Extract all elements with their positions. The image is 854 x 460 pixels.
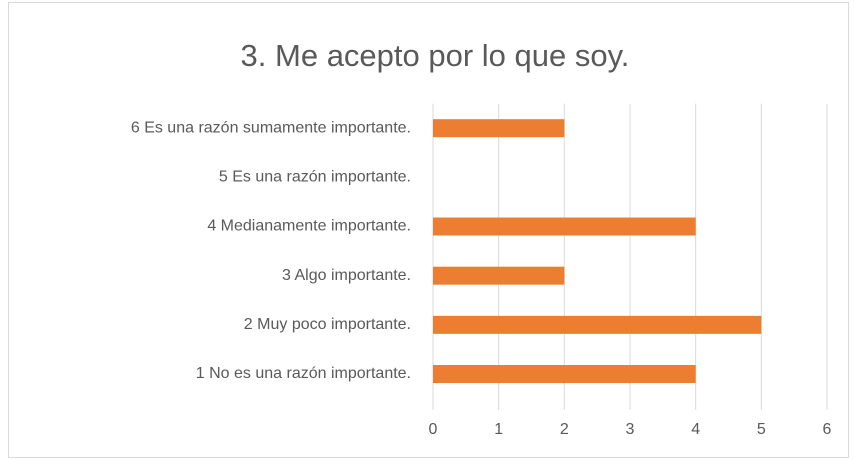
x-tick-label: 6 <box>823 421 832 438</box>
bar <box>433 119 565 138</box>
y-tick-label: 3 Algo importante. <box>282 267 411 284</box>
x-tick-label: 1 <box>494 421 503 438</box>
x-tick-label: 0 <box>429 421 438 438</box>
chart-border <box>8 2 849 458</box>
y-tick-label: 2 Muy poco importante. <box>244 316 411 333</box>
bar <box>433 315 762 334</box>
x-tick-label: 3 <box>626 421 635 438</box>
x-tick-label: 2 <box>560 421 569 438</box>
y-tick-label: 4 Medianamente importante. <box>207 218 411 235</box>
y-tick-label: 6 Es una razón sumamente importante. <box>131 119 411 136</box>
bar <box>433 365 696 384</box>
y-tick-label: 1 No es una razón importante. <box>196 365 411 382</box>
bar <box>433 217 696 236</box>
bar <box>433 266 565 285</box>
x-tick-label: 4 <box>691 421 700 438</box>
y-tick-label: 5 Es una razón importante. <box>219 169 411 186</box>
chart-title: 3. Me acepto por lo que soy. <box>241 38 630 73</box>
x-tick-label: 5 <box>757 421 766 438</box>
